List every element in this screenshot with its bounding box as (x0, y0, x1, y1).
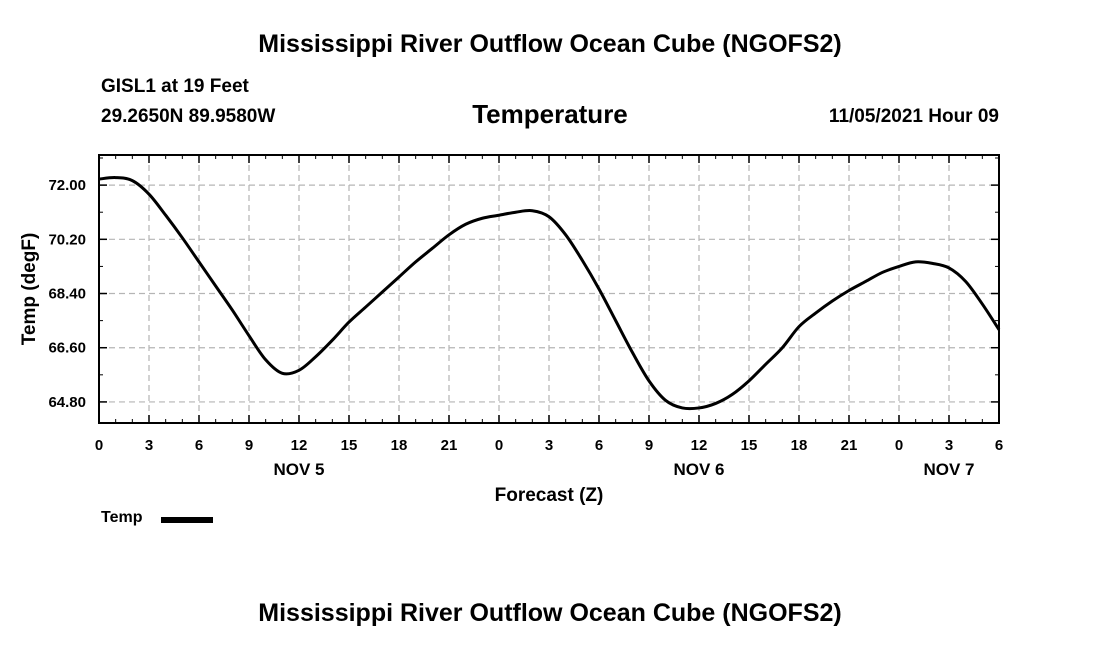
x-tick-label: 3 (145, 437, 153, 454)
y-tick-label: 72.00 (48, 177, 86, 194)
x-axis-title: Forecast (Z) (495, 485, 604, 506)
x-tick-label: 6 (195, 437, 203, 454)
x-tick-label: 9 (245, 437, 253, 454)
x-tick-label: 3 (545, 437, 553, 454)
main-title: Mississippi River Outflow Ocean Cube (NG… (258, 30, 842, 58)
x-tick-label: 18 (391, 437, 408, 454)
x-tick-label: 21 (441, 437, 458, 454)
legend-label: Temp (101, 509, 143, 526)
y-tick-label: 68.40 (48, 286, 86, 303)
legend-swatch (161, 517, 213, 523)
day-label: NOV 7 (923, 460, 974, 479)
x-tick-label: 9 (645, 437, 653, 454)
x-tick-label: 0 (95, 437, 103, 454)
chart-title: Temperature (472, 99, 628, 129)
x-tick-label: 6 (995, 437, 1003, 454)
day-label: NOV 6 (673, 460, 724, 479)
x-tick-label: 6 (595, 437, 603, 454)
day-label: NOV 5 (273, 460, 324, 479)
x-tick-label: 0 (495, 437, 503, 454)
timestamp-label: 11/05/2021 Hour 09 (828, 106, 999, 127)
y-tick-label: 70.20 (48, 231, 86, 248)
x-tick-label: 15 (741, 437, 758, 454)
footer-title: Mississippi River Outflow Ocean Cube (NG… (258, 599, 842, 627)
y-tick-label: 66.60 (48, 340, 86, 357)
y-tick-label: 64.80 (48, 394, 86, 411)
x-tick-label: 18 (791, 437, 808, 454)
x-tick-label: 12 (291, 437, 308, 454)
station-label: GISL1 at 19 Feet (101, 76, 249, 97)
x-tick-label: 21 (841, 437, 858, 454)
y-axis-title: Temp (degF) (19, 233, 40, 346)
series-line-temp (98, 176, 1001, 411)
coordinates-label: 29.2650N 89.9580W (101, 106, 276, 127)
x-tick-label: 12 (691, 437, 708, 454)
x-tick-label: 15 (341, 437, 358, 454)
temperature-chart: 0 3 6 9 12 15 18 21 0 3 6 9 12 15 18 21 0 3 6 64.80 66.60 68.… (19, 154, 1003, 506)
x-tick-label: 0 (895, 437, 903, 454)
x-tick-label: 3 (945, 437, 953, 454)
